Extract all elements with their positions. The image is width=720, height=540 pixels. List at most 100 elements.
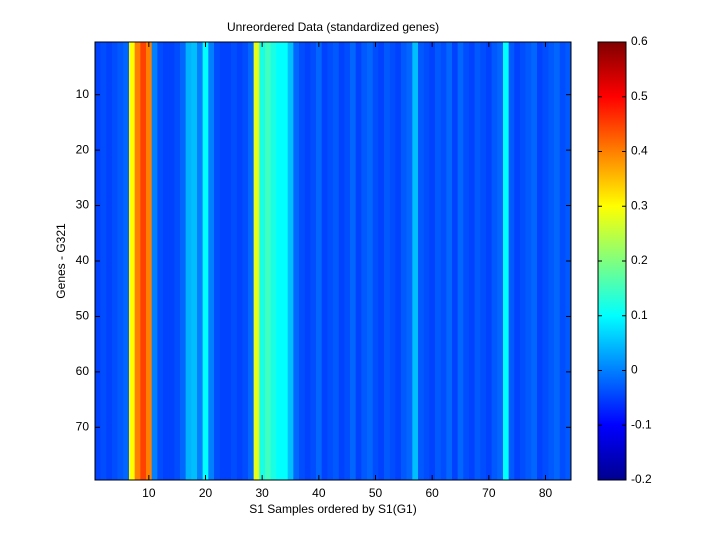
heatmap-column (480, 42, 487, 480)
heatmap-column (282, 42, 288, 480)
heatmap-column (548, 42, 555, 480)
colorbar-tick-label: 0 (631, 363, 638, 377)
heatmap-column (310, 42, 317, 480)
heatmap-column (401, 42, 407, 480)
heatmap-column (457, 42, 464, 480)
heatmap-column (174, 42, 181, 480)
heatmap-column (191, 42, 198, 480)
heatmap-column (242, 42, 249, 480)
heatmap-column (406, 42, 413, 480)
colorbar-tick-label: 0.3 (631, 198, 648, 212)
heatmap-column (327, 42, 334, 480)
heatmap-column (293, 42, 300, 480)
heatmap-column (259, 42, 266, 480)
heatmap-column (270, 42, 277, 480)
heatmap-column (389, 42, 396, 480)
heatmap-column (423, 42, 430, 480)
heatmap-column (276, 42, 283, 480)
y-tick-label: 40 (76, 253, 90, 267)
y-tick-label: 10 (76, 87, 90, 101)
heatmap-column (559, 42, 566, 480)
x-tick-label: 10 (142, 486, 156, 500)
y-tick-label: 30 (76, 198, 90, 212)
heatmap-column (231, 42, 237, 480)
heatmap-column (474, 42, 481, 480)
heatmap-column (248, 42, 254, 480)
heatmap-column (265, 42, 271, 480)
heatmap-column (219, 42, 226, 480)
heatmap-column (514, 42, 521, 480)
heatmap-column (350, 42, 356, 480)
heatmap-cells (95, 42, 572, 480)
heatmap-column (440, 42, 447, 480)
heatmap-column (180, 42, 186, 480)
y-tick-label: 70 (76, 420, 90, 434)
heatmap-column (463, 42, 470, 480)
heatmap-column (355, 42, 362, 480)
x-tick-label: 80 (539, 486, 553, 500)
heatmap-column (163, 42, 169, 480)
heatmap-column (384, 42, 390, 480)
x-tick-label: 60 (425, 486, 439, 500)
heatmap-column (208, 42, 215, 480)
heatmap-column (338, 42, 345, 480)
heatmap-column (146, 42, 152, 480)
heatmap-column (520, 42, 526, 480)
heatmap-column (117, 42, 124, 480)
heatmap-column (134, 42, 141, 480)
heatmap-column (157, 42, 164, 480)
heatmap-column (287, 42, 294, 480)
heatmap-column (531, 42, 538, 480)
colorbar-tick-label: -0.2 (631, 472, 652, 486)
x-axis-label: S1 Samples ordered by S1(G1) (249, 502, 416, 516)
y-tick-label: 60 (76, 364, 90, 378)
heatmap-column (236, 42, 243, 480)
heatmap-column (197, 42, 203, 480)
heatmap-column (100, 42, 107, 480)
heatmap-column (333, 42, 339, 480)
heatmap-column (225, 42, 232, 480)
heatmap-column (537, 42, 543, 480)
colorbar-tick-label: 0.5 (631, 89, 648, 103)
x-tick-label: 40 (312, 486, 326, 500)
heatmap-column (429, 42, 436, 480)
colorbar (597, 41, 627, 481)
y-tick-label: 20 (76, 142, 90, 156)
heatmap-column (316, 42, 322, 480)
heatmap-column (185, 42, 192, 480)
heatmap-column (435, 42, 441, 480)
heatmap-column (299, 42, 305, 480)
colorbar-tick-label: 0.4 (631, 144, 648, 158)
heatmap-column (372, 42, 379, 480)
heatmap-column (497, 42, 504, 480)
heatmap-column (253, 42, 260, 480)
heatmap-column (378, 42, 385, 480)
colorbar-tick-label: -0.1 (631, 417, 652, 431)
heatmap-column (503, 42, 509, 480)
heatmap-column (418, 42, 424, 480)
heatmap-column (395, 42, 402, 480)
x-tick-label: 70 (482, 486, 496, 500)
heatmap-column (112, 42, 118, 480)
heatmap-column (321, 42, 328, 480)
heatmap-column (412, 42, 419, 480)
heatmap-column (554, 42, 560, 480)
heatmap-column (140, 42, 147, 480)
heatmap-column (214, 42, 220, 480)
heatmap-column (151, 42, 158, 480)
heatmap-column (129, 42, 135, 480)
colorbar-tick-label: 0.2 (631, 253, 648, 267)
heatmap-column (106, 42, 113, 480)
heatmap-column (344, 42, 351, 480)
colorbar-tick-label: 0.6 (631, 34, 648, 48)
heatmap-column (486, 42, 492, 480)
heatmap-column (542, 42, 549, 480)
heatmap-column (508, 42, 515, 480)
heatmap-column (446, 42, 453, 480)
x-tick-label: 30 (255, 486, 269, 500)
x-tick-label: 50 (369, 486, 383, 500)
y-axis-label: Genes - G321 (54, 223, 68, 299)
heatmap-column (367, 42, 373, 480)
